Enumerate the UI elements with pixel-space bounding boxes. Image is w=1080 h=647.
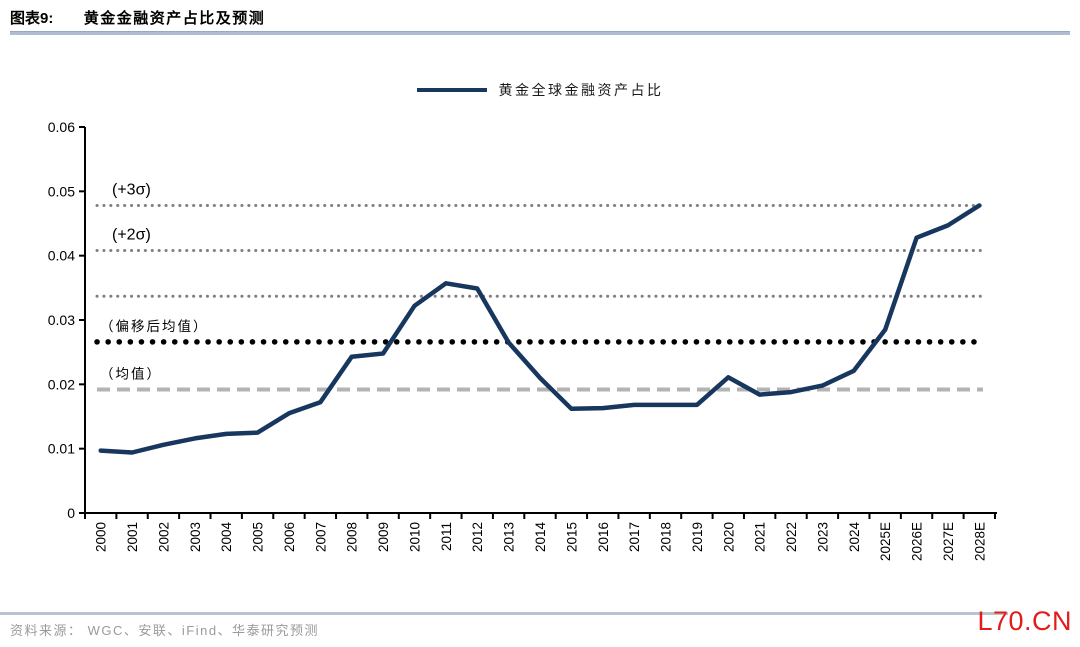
x-tick-label: 2027E: [941, 522, 956, 561]
x-tick-label: 2015: [564, 522, 579, 552]
x-tick-label: 2028E: [972, 522, 987, 561]
footer-divider: [0, 612, 1008, 615]
y-tick-label: 0.02: [48, 376, 75, 392]
watermark-text: L70.CN: [977, 606, 1072, 636]
x-tick-label: 2006: [282, 522, 297, 552]
x-tick-label: 2026E: [910, 522, 925, 561]
source-note: 资料来源： WGC、安联、iFind、华泰研究预测: [10, 623, 320, 638]
reference-line-label-3: （偏移后均值）: [100, 319, 209, 334]
figure-header: 图表9: 黄金金融资产占比及预测: [10, 7, 1070, 28]
page-title: 黄金金融资产占比及预测: [83, 10, 266, 27]
legend-series-label: 黄金全球金融资产占比: [498, 82, 664, 98]
y-tick-label: 0.01: [48, 441, 75, 457]
x-tick-label: 2000: [94, 522, 109, 552]
series-line-0: [98, 203, 982, 455]
title-divider: [10, 31, 1070, 35]
x-tick-label: 2008: [345, 522, 360, 552]
chart-legend: 黄金全球金融资产占比: [0, 80, 1080, 100]
x-tick-label: 2024: [847, 522, 862, 553]
x-tick-label: 2020: [721, 522, 736, 552]
reference-line-label-0: (+3σ): [112, 181, 151, 198]
line-chart: (+3σ) (+2σ) （偏移后均值） （均值） 0 0.01 0.02 0.03 0.04 0.…: [48, 119, 997, 561]
x-tick-label: 2011: [439, 522, 454, 551]
x-tick-label: 2019: [690, 522, 705, 552]
x-tick-label: 2017: [627, 522, 642, 552]
x-tick-label: 2016: [596, 522, 611, 552]
x-tick-label: 2005: [251, 522, 266, 552]
x-tick-label: 2001: [125, 522, 140, 552]
x-tick-label: 2025E: [878, 522, 893, 561]
x-tick-label: 2013: [502, 522, 517, 552]
x-tick-label: 2023: [815, 522, 830, 552]
x-tick-label: 2002: [156, 522, 171, 552]
x-tick-label: 2018: [659, 522, 674, 552]
x-tick-label: 2014: [533, 522, 548, 553]
y-tick-label: 0.04: [48, 248, 75, 264]
y-tick-label: 0.06: [48, 119, 75, 135]
y-tick-label: 0.03: [48, 312, 75, 328]
y-tick-label: 0.05: [48, 183, 75, 199]
figure-label: 图表9:: [10, 10, 54, 27]
y-tick-label: 0: [67, 505, 75, 521]
x-tick-label: 2022: [784, 522, 799, 552]
x-tick-label: 2012: [470, 522, 485, 552]
x-tick-label: 2009: [376, 522, 391, 552]
x-tick-label: 2010: [407, 522, 422, 552]
x-tick-label: 2003: [188, 522, 203, 552]
x-tick-label: 2007: [313, 522, 328, 552]
legend-line-swatch: [416, 88, 487, 92]
reference-line-label-4: （均值）: [100, 366, 162, 381]
reference-line-label-1: (+2σ): [112, 227, 151, 244]
x-tick-label: 2021: [753, 522, 768, 552]
x-tick-label: 2004: [219, 522, 234, 553]
